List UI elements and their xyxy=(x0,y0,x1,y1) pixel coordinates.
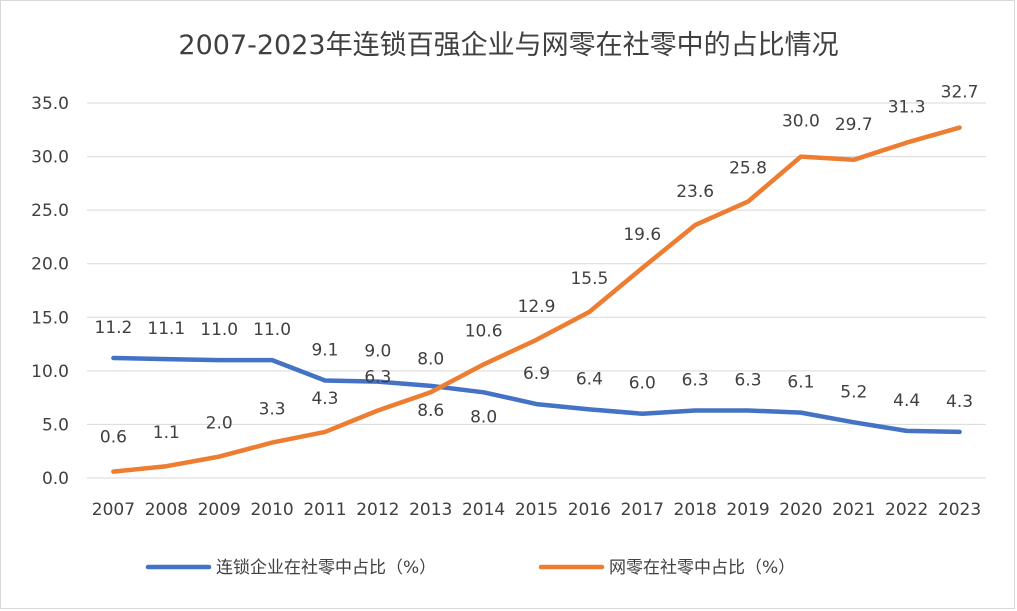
x-tick-label: 2019 xyxy=(726,500,769,520)
series-lines xyxy=(111,125,962,474)
x-tick-label: 2018 xyxy=(674,500,717,520)
data-labels: 11.2 11.1 11.0 11.0 9.1 9.0 8.6 8.0 6.9 6.4 6.0 6.3… xyxy=(95,83,979,448)
data-label: 8.0 xyxy=(417,349,444,369)
data-label: 4.3 xyxy=(946,392,973,412)
data-label: 6.9 xyxy=(523,364,550,384)
y-axis-ticks: 0.0 5.0 10.0 15.0 20.0 25.0 30.0 35.0 xyxy=(31,94,69,489)
data-label: 6.0 xyxy=(629,374,656,394)
y-tick-label: 35.0 xyxy=(31,94,69,114)
data-label: 23.6 xyxy=(676,182,714,202)
x-axis-ticks: 2007 2008 2009 2010 2011 2012 2013 2014 2015 2016… xyxy=(92,500,981,520)
x-tick-label: 2015 xyxy=(515,500,558,520)
data-label: 9.0 xyxy=(364,342,391,362)
data-label: 15.5 xyxy=(570,269,608,289)
data-label: 9.1 xyxy=(311,341,338,361)
y-tick-label: 10.0 xyxy=(31,362,69,382)
x-tick-label: 2011 xyxy=(303,500,346,520)
data-label: 6.3 xyxy=(682,371,709,391)
data-label: 25.8 xyxy=(729,159,767,179)
y-tick-label: 30.0 xyxy=(31,148,69,168)
data-label: 8.0 xyxy=(470,407,497,427)
x-tick-label: 2013 xyxy=(409,500,452,520)
legend-label: 网零在社零中占比（%） xyxy=(609,558,795,578)
x-tick-label: 2022 xyxy=(885,500,928,520)
data-label: 11.1 xyxy=(147,319,185,339)
x-tick-label: 2007 xyxy=(92,500,135,520)
x-tick-label: 2020 xyxy=(779,500,822,520)
x-tick-label: 2016 xyxy=(568,500,611,520)
y-tick-label: 20.0 xyxy=(31,255,69,275)
legend-label: 连锁企业在社零中占比（%） xyxy=(216,558,436,578)
data-label: 8.6 xyxy=(417,401,444,421)
data-label: 31.3 xyxy=(888,98,926,118)
data-label: 11.0 xyxy=(253,320,291,340)
data-label: 4.4 xyxy=(893,391,920,411)
data-label: 30.0 xyxy=(782,112,820,132)
x-tick-label: 2014 xyxy=(462,500,505,520)
data-label: 2.0 xyxy=(206,414,233,434)
data-label: 29.7 xyxy=(835,115,873,135)
data-label: 6.4 xyxy=(576,369,603,389)
data-label: 6.1 xyxy=(787,373,814,393)
y-tick-label: 15.0 xyxy=(31,308,69,328)
y-tick-label: 0.0 xyxy=(42,469,69,489)
x-tick-label: 2009 xyxy=(198,500,241,520)
legend: 连锁企业在社零中占比（%） 网零在社零中占比（%） xyxy=(145,558,795,578)
data-label: 0.6 xyxy=(100,428,127,448)
data-label: 32.7 xyxy=(941,83,979,103)
x-tick-label: 2021 xyxy=(832,500,875,520)
data-label: 5.2 xyxy=(840,382,867,402)
x-tick-label: 2008 xyxy=(145,500,188,520)
x-tick-label: 2012 xyxy=(356,500,399,520)
y-tick-label: 25.0 xyxy=(31,201,69,221)
x-tick-label: 2017 xyxy=(621,500,664,520)
data-label: 10.6 xyxy=(465,321,503,341)
y-tick-label: 5.0 xyxy=(42,415,69,435)
data-label: 12.9 xyxy=(518,297,556,317)
x-tick-label: 2010 xyxy=(250,500,293,520)
chart-title: 2007-2023年连锁百强企业与网零在社零中的占比情况 xyxy=(178,30,839,61)
data-label: 11.2 xyxy=(95,318,133,338)
data-label: 19.6 xyxy=(623,225,661,245)
data-label: 6.3 xyxy=(735,371,762,391)
data-label: 4.3 xyxy=(311,389,338,409)
data-label: 3.3 xyxy=(259,400,286,420)
data-label: 11.0 xyxy=(200,320,238,340)
data-label: 1.1 xyxy=(153,423,180,443)
x-tick-label: 2023 xyxy=(938,500,981,520)
data-label: 6.3 xyxy=(364,368,391,388)
